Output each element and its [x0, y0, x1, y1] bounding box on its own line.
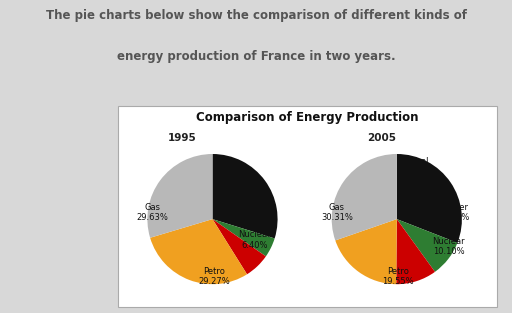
Text: Coal
29.80%: Coal 29.80%: [216, 161, 248, 180]
Wedge shape: [335, 219, 397, 284]
Wedge shape: [212, 154, 278, 239]
Text: 2005: 2005: [367, 133, 396, 143]
Wedge shape: [397, 154, 462, 243]
Text: Gas
29.63%: Gas 29.63%: [137, 203, 168, 222]
Text: Other
4.90%: Other 4.90%: [250, 204, 276, 223]
Text: Comparison of Energy Production: Comparison of Energy Production: [196, 111, 418, 124]
Text: Nuclear
6.40%: Nuclear 6.40%: [239, 230, 271, 250]
Wedge shape: [212, 219, 266, 274]
Text: The pie charts below show the comparison of different kinds of: The pie charts below show the comparison…: [46, 9, 466, 23]
Wedge shape: [332, 154, 397, 240]
Text: Gas
30.31%: Gas 30.31%: [321, 203, 353, 222]
Wedge shape: [150, 219, 247, 284]
Text: Nuclear
10.10%: Nuclear 10.10%: [433, 237, 465, 256]
Text: Petro
29.27%: Petro 29.27%: [198, 267, 230, 286]
Wedge shape: [396, 219, 435, 284]
Text: energy production of France in two years.: energy production of France in two years…: [117, 50, 395, 63]
Text: Other
9.10%: Other 9.10%: [443, 203, 470, 222]
Text: Petro
19.55%: Petro 19.55%: [382, 267, 414, 286]
Wedge shape: [212, 219, 274, 256]
Text: Coal
30.93%: Coal 30.93%: [403, 157, 436, 177]
Text: 1995: 1995: [167, 133, 196, 143]
Wedge shape: [397, 219, 457, 272]
Wedge shape: [147, 154, 212, 238]
